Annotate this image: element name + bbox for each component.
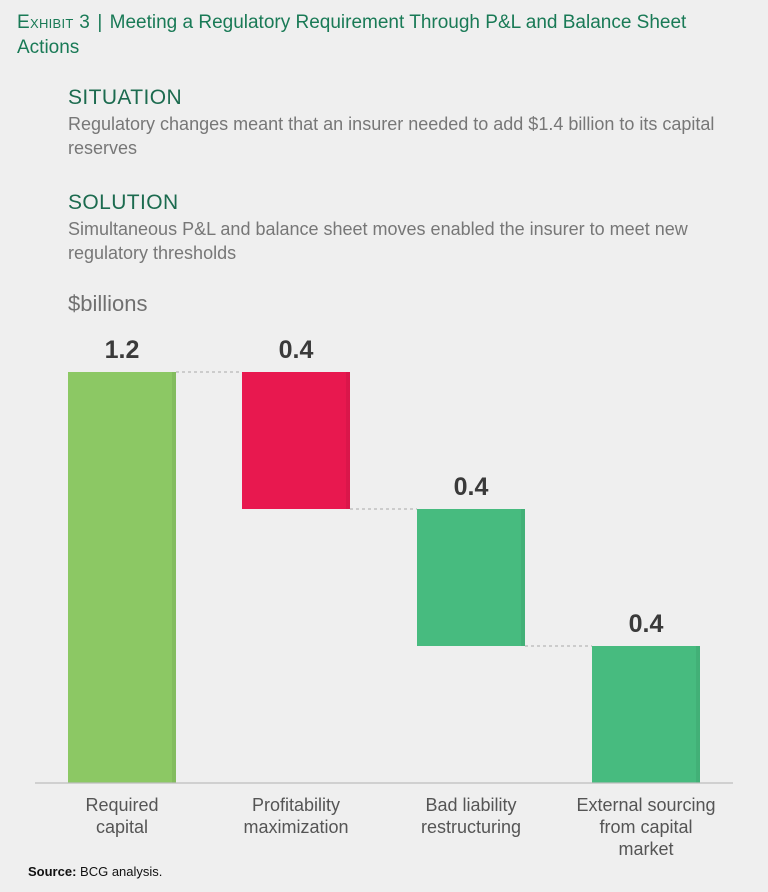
bar-1 xyxy=(68,372,176,783)
bar-shade-4 xyxy=(696,646,700,783)
source-note: Source: BCG analysis. xyxy=(28,864,162,879)
bar-shade-2 xyxy=(346,372,350,509)
bar-2 xyxy=(242,372,350,509)
bar-shade-1 xyxy=(172,372,176,783)
situation-text: Regulatory changes meant that an insurer… xyxy=(68,114,715,158)
situation-section: SITUATION Regulatory changes meant that … xyxy=(68,86,748,160)
source-label: Source: xyxy=(28,864,77,879)
bar-4 xyxy=(592,646,700,783)
exhibit-header: Exhibit 3 | Meeting a Regulatory Require… xyxy=(17,10,737,60)
value-label-3: 0.4 xyxy=(454,473,489,501)
solution-heading: SOLUTION xyxy=(68,191,179,214)
value-label-2: 0.4 xyxy=(279,336,314,364)
category-label-2: Profitability xyxy=(252,795,340,815)
category-label-3: restructuring xyxy=(421,817,521,837)
bar-shade-3 xyxy=(521,509,525,646)
category-label-1: capital xyxy=(96,817,148,837)
exhibit-title: Meeting a Regulatory Requirement Through… xyxy=(17,12,687,58)
category-label-4: market xyxy=(618,839,673,859)
category-label-4: from capital xyxy=(599,817,692,837)
category-label-3: Bad liability xyxy=(425,795,516,815)
solution-section: SOLUTION Simultaneous P&L and balance sh… xyxy=(68,191,748,265)
value-label-1: 1.2 xyxy=(105,336,140,364)
bar-3 xyxy=(417,509,525,646)
value-label-4: 0.4 xyxy=(629,610,664,638)
exhibit-separator: | xyxy=(97,12,103,33)
exhibit-label: Exhibit 3 xyxy=(17,12,91,33)
y-axis-unit-label: $billions xyxy=(68,291,148,316)
situation-heading: SITUATION xyxy=(68,86,183,109)
category-label-4: External sourcing xyxy=(576,795,715,815)
category-label-2: maximization xyxy=(243,817,348,837)
source-text: BCG analysis. xyxy=(80,864,163,879)
solution-text: Simultaneous P&L and balance sheet moves… xyxy=(68,219,688,263)
category-label-1: Required xyxy=(85,795,158,815)
